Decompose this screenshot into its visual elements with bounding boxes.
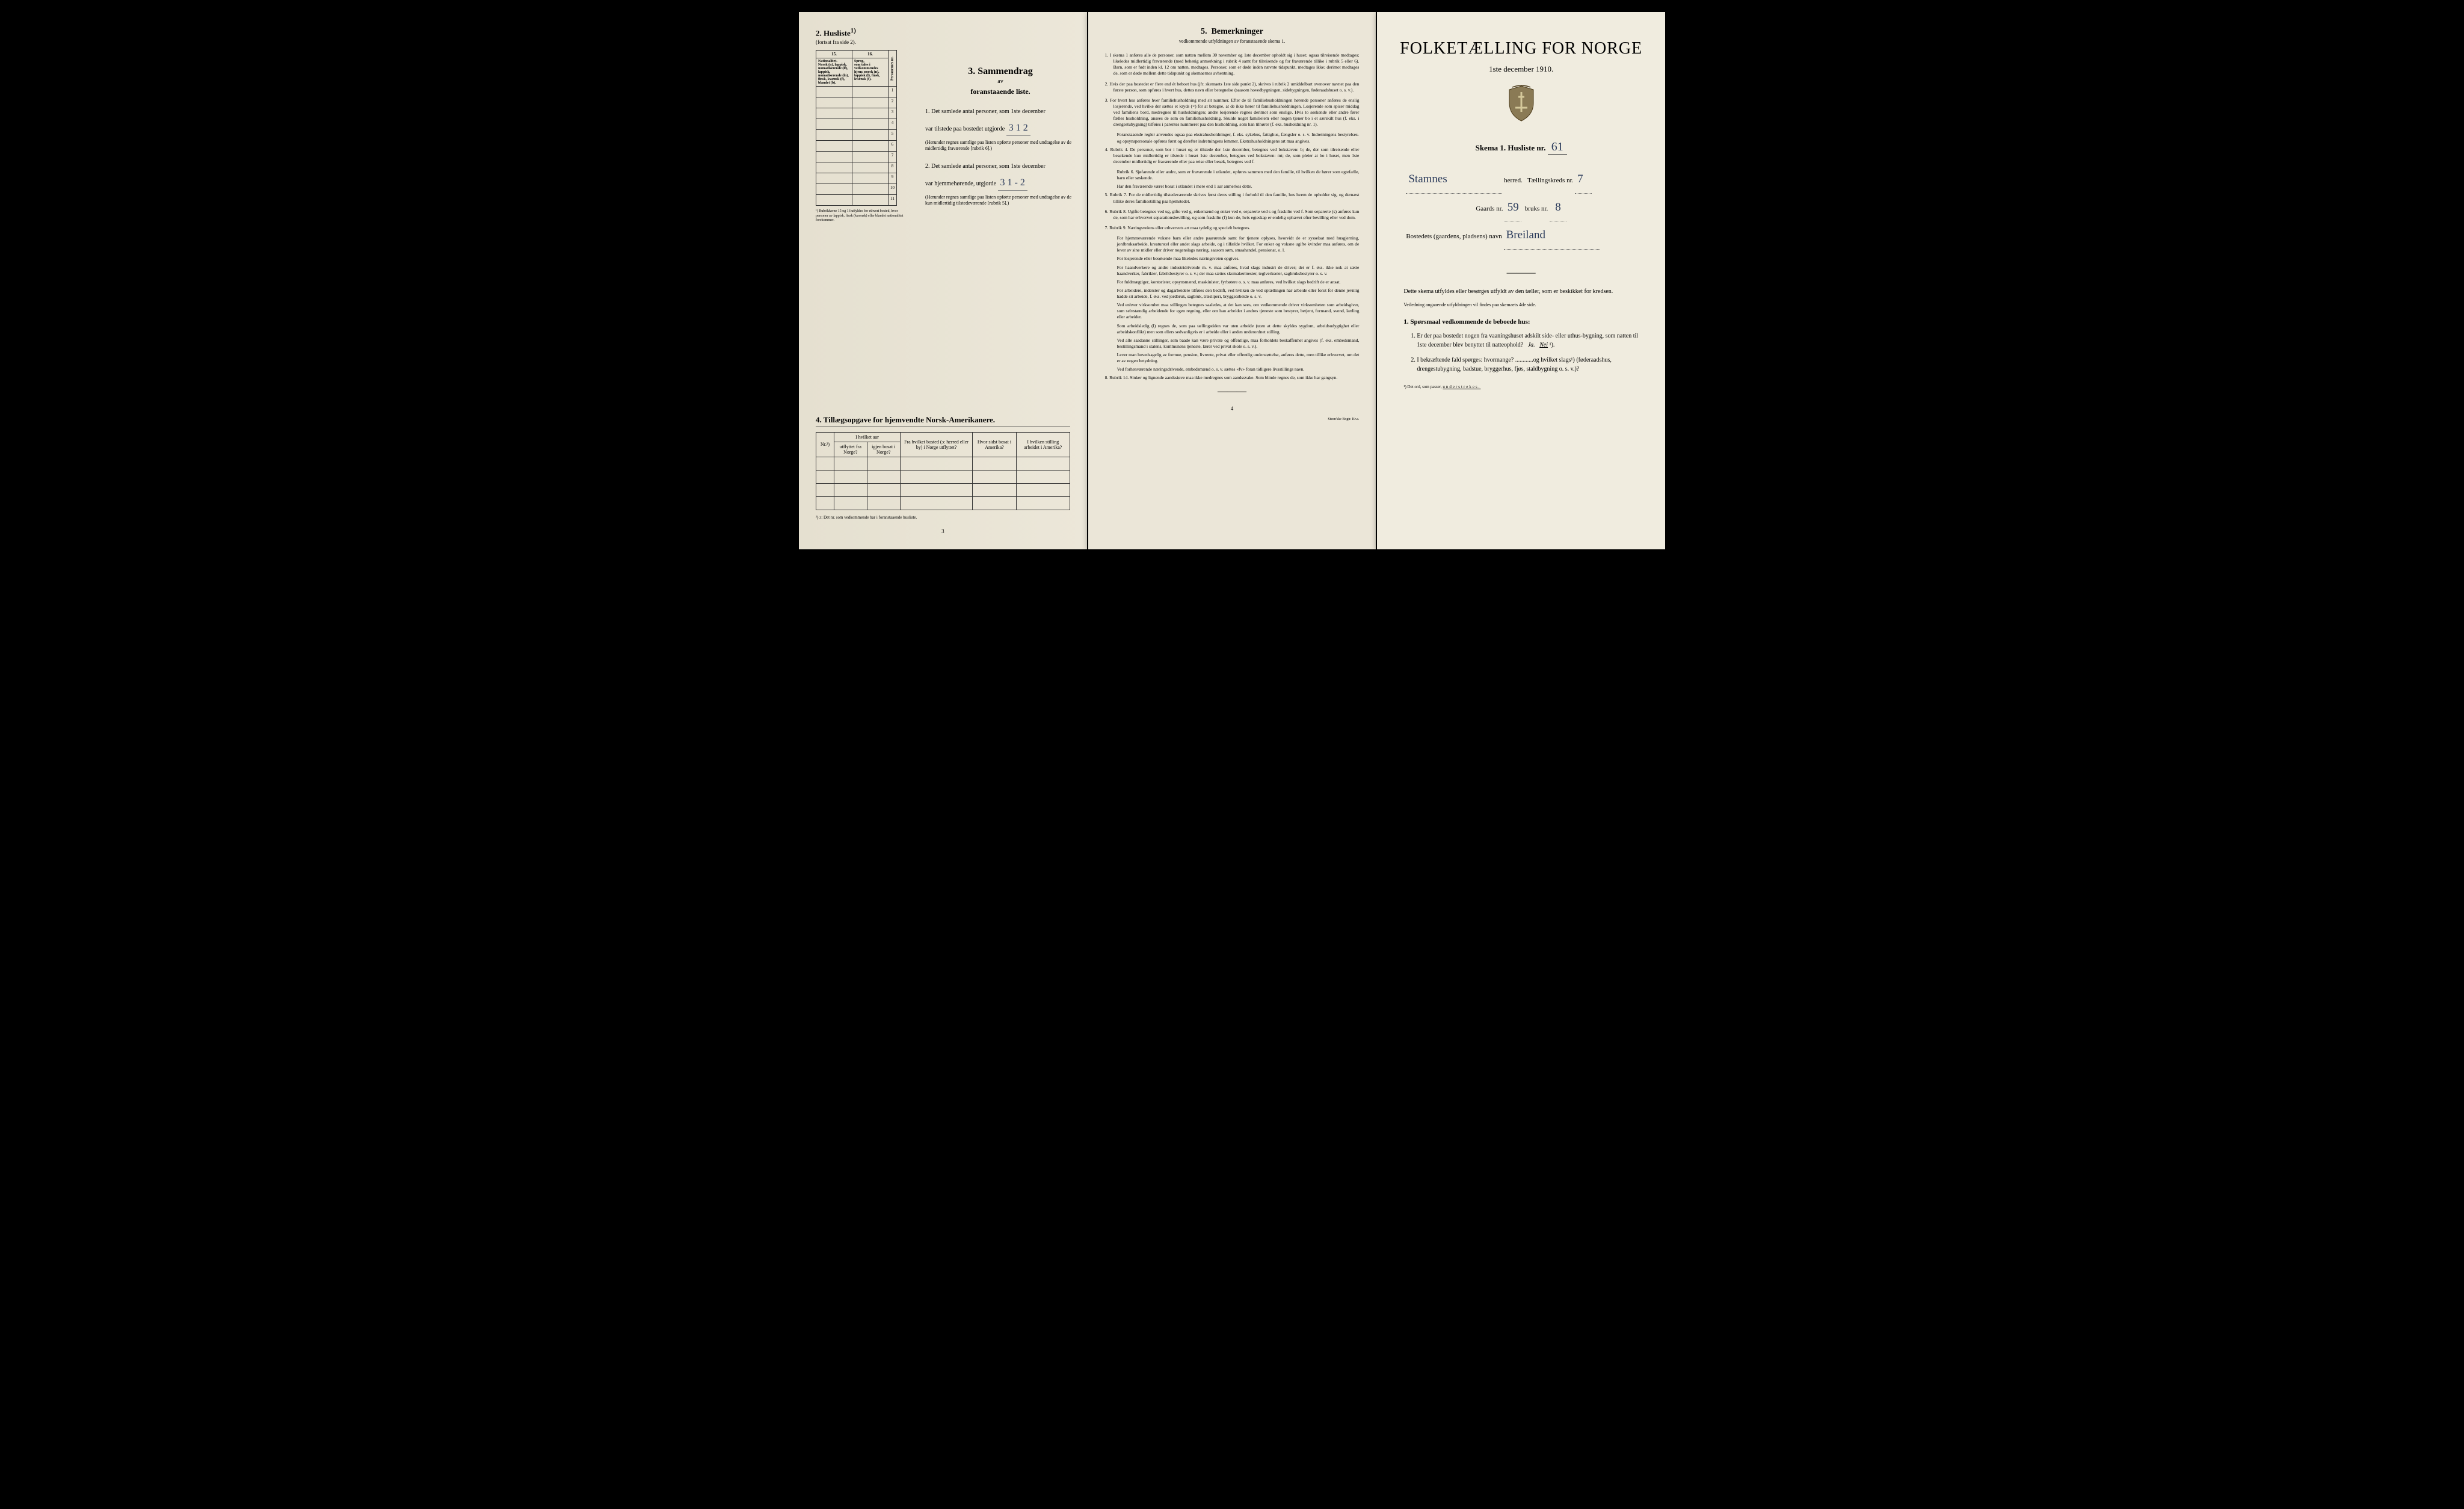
section-3-sammendrag: 3. Sammendrag av foranstaaende liste. 1.…	[925, 66, 1076, 217]
sporsmaal-title: 1. Spørsmaal vedkommende de beboede hus:	[1403, 318, 1639, 326]
footnote-15: ¹) Rubrikkerne 15 og 16 utfyldes for eth…	[816, 209, 906, 223]
col15-body: Norsk (n), lappisk, nomadiserende (lf), …	[818, 63, 849, 85]
bem-item-3: 3. For hvert hus anføres hver familiehus…	[1105, 97, 1360, 128]
row-num: 1	[889, 87, 897, 97]
census-date: 1ste december 1910.	[1394, 64, 1648, 74]
col16-body: som tales i vedkommendes hjem: norsk (n)…	[854, 63, 880, 81]
handwritten-bruk-nr: 8	[1550, 194, 1566, 222]
info-text: Dette skema utfyldes eller besørges utfy…	[1403, 287, 1639, 296]
nationality-table: 15. 16. Personernes nr. Nationalitet. No…	[816, 50, 897, 206]
answer-ja: Ja.	[1528, 342, 1535, 348]
answer-nei-underlined: Nei	[1539, 342, 1548, 348]
document-spread: 2. Husliste1) (fortsat fra side 2). 1 5. …	[799, 12, 1665, 549]
row-num: 4	[889, 119, 897, 130]
husliste-heading: 2. Husliste1)	[816, 27, 912, 38]
bem-item-5: 5. Rubrik 7. For de midlertidig tilstede…	[1105, 192, 1360, 204]
col-15-num: 15.	[816, 51, 852, 58]
bem-sub-7j: Ved forhenværende næringsdrivende, embed…	[1105, 366, 1360, 372]
section-4-title: 4. Tillægsopgave for hjemvendte Norsk-Am…	[816, 415, 1070, 427]
sammendrag-sub: foranstaaende liste.	[925, 87, 1076, 96]
page-left: 2. Husliste1) (fortsat fra side 2). 15. …	[799, 12, 1087, 549]
bem-sub-7f: Ved enhver virksomhet maa stillingen bet…	[1105, 302, 1360, 320]
page-number-3: 3	[816, 528, 1070, 534]
bem-sub-4b: Har den fraværende været bosat i utlande…	[1105, 184, 1360, 190]
row-num: 3	[889, 108, 897, 119]
handwritten-husliste-nr: 61	[1548, 140, 1567, 155]
bem-sub-7e: For arbeidere, inderster og dagarbeidere…	[1105, 288, 1360, 300]
bem-item-7: 7. Rubrik 9. Næringsveiens eller erhverv…	[1105, 225, 1360, 231]
census-title: FOLKETÆLLING FOR NORGE	[1394, 39, 1648, 58]
bem-sub-7b: For losjerende eller besøkende maa likel…	[1105, 256, 1360, 262]
bem-item-4: 4. Rubrik 4. De personer, som bor i huse…	[1105, 147, 1360, 165]
bem-sub-7d: For fuldmægtiger, kontorister, opsynsmæn…	[1105, 279, 1360, 285]
page-right: FOLKETÆLLING FOR NORGE 1ste december 191…	[1377, 12, 1665, 549]
footnote-4: ²) ɔ: Det nr. som vedkommende har i fora…	[816, 515, 1070, 520]
page-middle: 5. Bemerkninger vedkommende utfyldningen…	[1088, 12, 1376, 549]
bem-item-1: 1. I skema 1 anføres alle de personer, s…	[1105, 52, 1360, 77]
bemerkninger-sub: vedkommende utfyldningen av foranstaaend…	[1105, 39, 1360, 44]
th-utflyttet: utflyttet fra Norge?	[834, 442, 867, 457]
section-4-amerikanere: 4. Tillægsopgave for hjemvendte Norsk-Am…	[816, 415, 1070, 534]
sammendrag-av: av	[925, 78, 1076, 85]
row-num: 10	[889, 184, 897, 195]
handwritten-bosted: Breiland	[1504, 221, 1600, 250]
sammendrag-item-2: 2. Det samlede antal personer, som 1ste …	[925, 162, 1076, 207]
sporsmaal-section: 1. Spørsmaal vedkommende de beboede hus:…	[1403, 318, 1639, 374]
husliste-sub: (fortsat fra side 2).	[816, 39, 912, 45]
th-sidst: Hvor sidst bosat i Amerika?	[973, 432, 1017, 457]
handwritten-herred: Stamnes	[1406, 165, 1502, 194]
handwritten-gaard-nr: 59	[1505, 194, 1521, 222]
sammendrag-item-1: 1. Det samlede antal personer, som 1ste …	[925, 107, 1076, 152]
sporsmaal-1: Er der paa bostedet nogen fra vaaningshu…	[1417, 332, 1639, 350]
vejledning-text: Veiledning angaaende utfyldningen vil fi…	[1403, 302, 1639, 307]
row-num: 2	[889, 97, 897, 108]
bem-sub-7c: For haandverkere og andre industridriven…	[1105, 265, 1360, 277]
printer-credit: Steen'ske Bogtr. Kr.a.	[1105, 418, 1360, 421]
row-num: 9	[889, 173, 897, 184]
th-igjen: igjen bosat i Norge?	[867, 442, 900, 457]
col-persnr: Personernes nr.	[889, 51, 897, 87]
handwritten-count-2: 3 1 - 2	[998, 176, 1027, 191]
bem-item-2: 2. Hvis der paa bostedet er flere end ét…	[1105, 81, 1360, 93]
sporsmaal-2: I bekræftende fald spørges: hvormange? .…	[1417, 356, 1639, 374]
th-nr: Nr.²)	[816, 432, 834, 457]
page-number-4: 4	[1105, 406, 1360, 412]
row-num: 6	[889, 141, 897, 152]
th-aar: I hvilket aar	[834, 432, 901, 442]
row-num: 5	[889, 130, 897, 141]
coat-of-arms-icon	[1394, 85, 1648, 125]
bemerkninger-list: 1. I skema 1 anføres alle de personer, s…	[1105, 52, 1360, 381]
handwritten-count-1: 3 1 2	[1006, 121, 1030, 136]
amerika-table: Nr.²) I hvilket aar Fra hvilket bosted (…	[816, 432, 1070, 510]
bem-sub-7i: Lever man hovedsagelig av formue, pensio…	[1105, 352, 1360, 364]
row-num: 11	[889, 195, 897, 206]
row-num: 8	[889, 162, 897, 173]
form-fields: Stamnes herred. Tællingskreds nr. 7 Gaar…	[1406, 165, 1636, 250]
bem-item-6: 6. Rubrik 8. Ugifte betegnes ved ug, gif…	[1105, 209, 1360, 221]
bem-sub-3a: Foranstaaende regler anvendes ogsaa paa …	[1105, 132, 1360, 144]
bem-sub-4a: Rubrik 6. Sjøfarende eller andre, som er…	[1105, 169, 1360, 181]
skema-line: Skema 1. Husliste nr. 61	[1394, 140, 1648, 155]
th-stilling: I hvilken stilling arbeidet i Amerika?	[1016, 432, 1070, 457]
bemerkninger-title: 5. Bemerkninger	[1105, 27, 1360, 37]
bem-sub-7h: Ved alle saadanne stillinger, som baade …	[1105, 338, 1360, 350]
bem-sub-7g: Som arbeidsledig (l) regnes de, som paa …	[1105, 323, 1360, 335]
th-bosted: Fra hvilket bosted (ɔ: herred eller by) …	[900, 432, 972, 457]
divider-icon: ———	[1394, 268, 1648, 279]
handwritten-kreds: 7	[1575, 165, 1592, 194]
footnote-3: ¹) Det ord, som passer, understrekes.	[1394, 384, 1648, 389]
row-num: 7	[889, 152, 897, 162]
bem-item-8: 8. Rubrik 14. Sinker og lignende aandssi…	[1105, 375, 1360, 381]
col-16-num: 16.	[852, 51, 889, 58]
bem-sub-7a: For hjemmeværende voksne barn eller andr…	[1105, 235, 1360, 253]
